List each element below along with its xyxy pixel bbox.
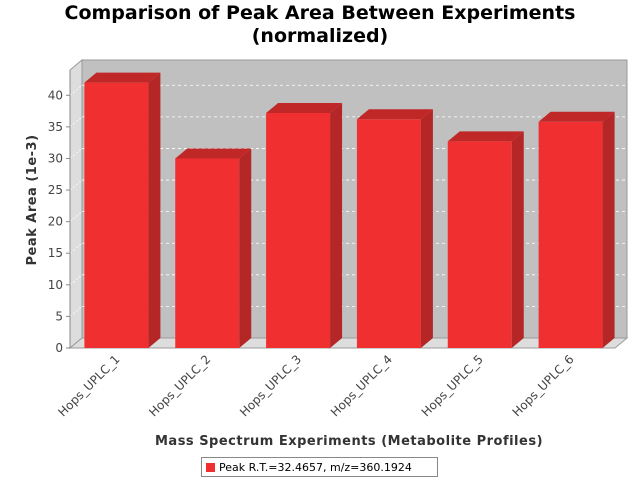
x-tick-label: Hops_UPLC_2 xyxy=(146,352,213,419)
bar-front xyxy=(84,82,149,349)
legend-swatch xyxy=(206,462,215,472)
plot-back-wall xyxy=(81,59,628,339)
legend-label: Peak R.T.=32.4657, m/z=360.1924 xyxy=(219,460,412,474)
bar-front xyxy=(447,141,512,348)
chart-title: Comparison of Peak Area Between Experime… xyxy=(0,2,640,48)
bar-side xyxy=(148,72,161,349)
bar-top xyxy=(84,72,161,83)
x-tick-label: Hops_UPLC_3 xyxy=(237,352,304,419)
x-axis-label: Mass Spectrum Experiments (Metabolite Pr… xyxy=(155,434,543,449)
grid-line-side xyxy=(69,148,83,159)
y-tick-label: 40 xyxy=(48,88,63,102)
bars xyxy=(84,72,615,349)
bar-top xyxy=(266,102,343,113)
bar-Hops_UPLC_5 xyxy=(447,131,524,348)
y-tick-label: 35 xyxy=(48,120,63,134)
grid-line-side xyxy=(69,242,83,254)
chart-title-line-2: (normalized) xyxy=(251,25,389,47)
bar-side xyxy=(511,131,524,348)
bar-top xyxy=(356,109,433,120)
y-tick-label: 20 xyxy=(48,215,63,229)
grid-line-side xyxy=(69,84,83,96)
x-tick-label: Hops_UPLC_6 xyxy=(510,352,577,419)
bar-side xyxy=(420,109,433,348)
bar-front xyxy=(356,119,421,348)
bar-front xyxy=(266,112,331,348)
plot-left-wall xyxy=(69,58,83,350)
x-tick-label: Hops_UPLC_1 xyxy=(55,352,122,419)
x-tick-labels: Hops_UPLC_1 Hops_UPLC_2 Hops_UPLC_3 Hops_UP… xyxy=(55,352,576,419)
grid-line-side xyxy=(69,116,83,128)
y-tick-label: 15 xyxy=(48,246,63,260)
bar-top xyxy=(538,111,615,122)
bar-Hops_UPLC_3 xyxy=(266,102,343,348)
y-axis-label: Peak Area (1e-3) xyxy=(25,134,40,265)
grid-line-side xyxy=(69,211,83,222)
grid-lines xyxy=(69,84,627,317)
bar-top xyxy=(447,131,524,142)
grid-line-side xyxy=(69,274,83,286)
bar-top xyxy=(175,148,252,159)
axes xyxy=(66,70,71,349)
bar-front xyxy=(538,121,603,349)
bar-front xyxy=(175,158,240,348)
bar-Hops_UPLC_4 xyxy=(356,109,433,348)
bar-Hops_UPLC_2 xyxy=(175,148,252,348)
y-tick-label: 0 xyxy=(55,341,63,355)
bar-side xyxy=(330,102,343,348)
x-tick-label: Hops_UPLC_4 xyxy=(328,352,395,419)
grid-line-side xyxy=(69,306,83,317)
y-tick-label: 30 xyxy=(48,151,63,165)
legend: Peak R.T.=32.4657, m/z=360.1924 xyxy=(201,457,438,477)
x-tick-label: Hops_UPLC_5 xyxy=(419,352,486,419)
bar-Hops_UPLC_1 xyxy=(84,72,161,349)
y-tick-label: 25 xyxy=(48,183,63,197)
chart-title-line-1: Comparison of Peak Area Between Experime… xyxy=(64,2,576,24)
y-tick-labels: 0 5 10 15 20 25 30 35 40 xyxy=(48,88,63,355)
y-tick-label: 10 xyxy=(48,278,63,292)
bar-Hops_UPLC_6 xyxy=(538,111,615,349)
y-tick-label: 5 xyxy=(55,309,63,323)
bar-side xyxy=(602,111,615,349)
bar-side xyxy=(239,148,252,348)
grid-line-side xyxy=(69,179,83,191)
